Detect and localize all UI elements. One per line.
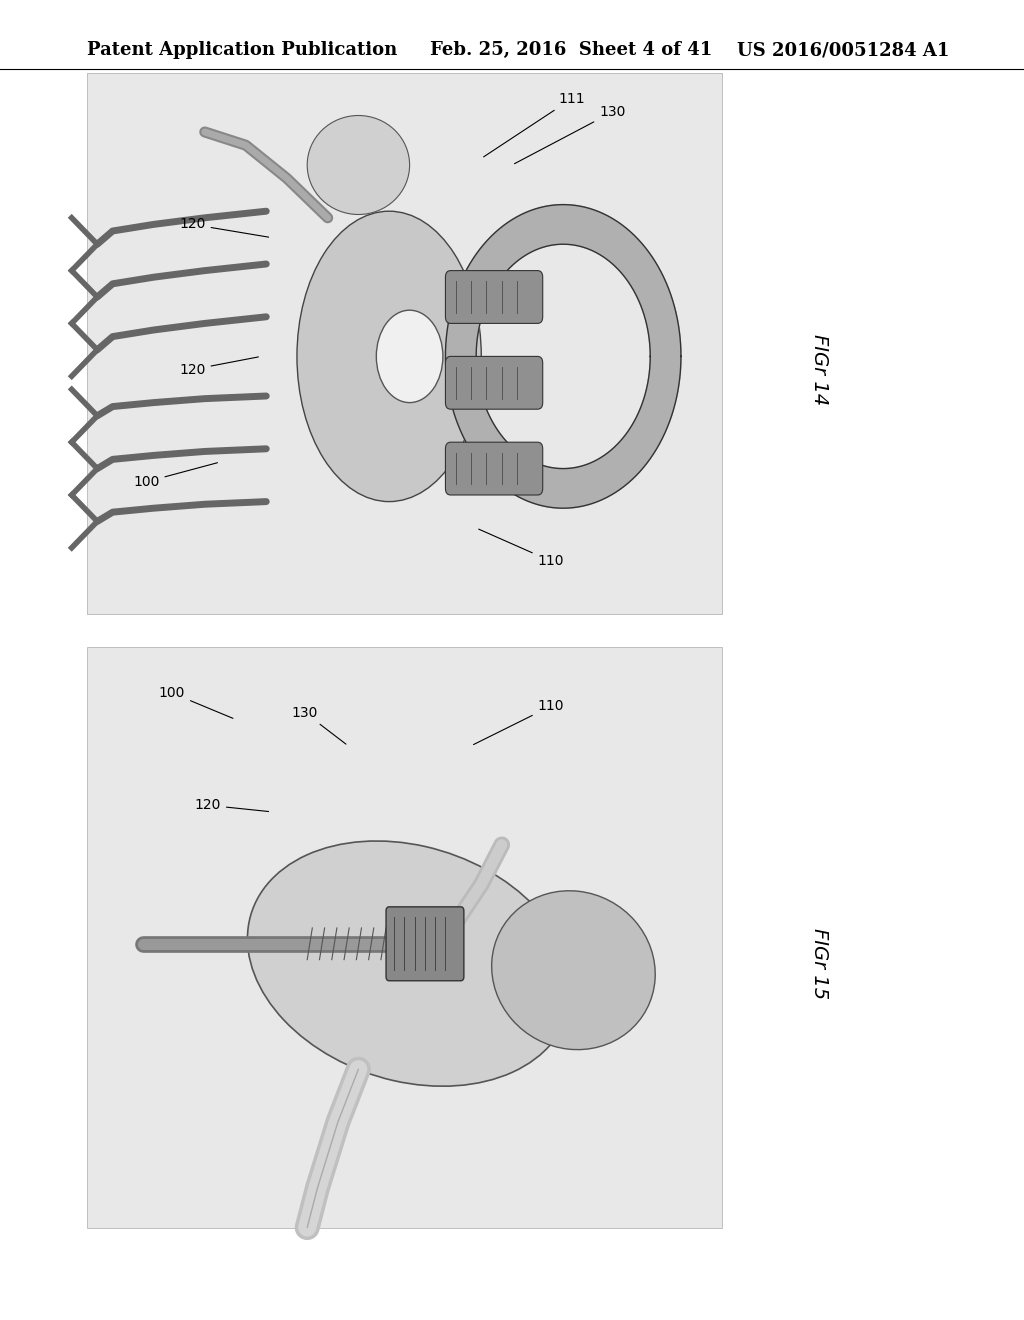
FancyBboxPatch shape <box>445 356 543 409</box>
Text: 120: 120 <box>195 799 268 812</box>
Text: 130: 130 <box>514 106 626 164</box>
Ellipse shape <box>377 310 442 403</box>
Text: FIGr 14: FIGr 14 <box>810 334 828 405</box>
Text: Patent Application Publication: Patent Application Publication <box>87 41 397 59</box>
Ellipse shape <box>307 116 410 214</box>
Text: 110: 110 <box>473 700 564 744</box>
FancyBboxPatch shape <box>87 73 722 614</box>
Ellipse shape <box>297 211 481 502</box>
FancyBboxPatch shape <box>386 907 464 981</box>
Text: 100: 100 <box>133 463 217 488</box>
Text: FIGr 15: FIGr 15 <box>810 928 828 999</box>
Ellipse shape <box>248 841 571 1086</box>
Text: Feb. 25, 2016  Sheet 4 of 41: Feb. 25, 2016 Sheet 4 of 41 <box>430 41 713 59</box>
FancyBboxPatch shape <box>87 647 722 1228</box>
Text: 111: 111 <box>483 92 585 157</box>
Ellipse shape <box>492 891 655 1049</box>
Text: 100: 100 <box>159 686 232 718</box>
FancyBboxPatch shape <box>445 442 543 495</box>
Text: US 2016/0051284 A1: US 2016/0051284 A1 <box>737 41 949 59</box>
Text: 130: 130 <box>292 706 346 744</box>
FancyBboxPatch shape <box>445 271 543 323</box>
Text: 120: 120 <box>179 218 268 238</box>
Polygon shape <box>445 205 681 508</box>
Text: 120: 120 <box>179 356 258 376</box>
Text: 110: 110 <box>478 529 564 568</box>
